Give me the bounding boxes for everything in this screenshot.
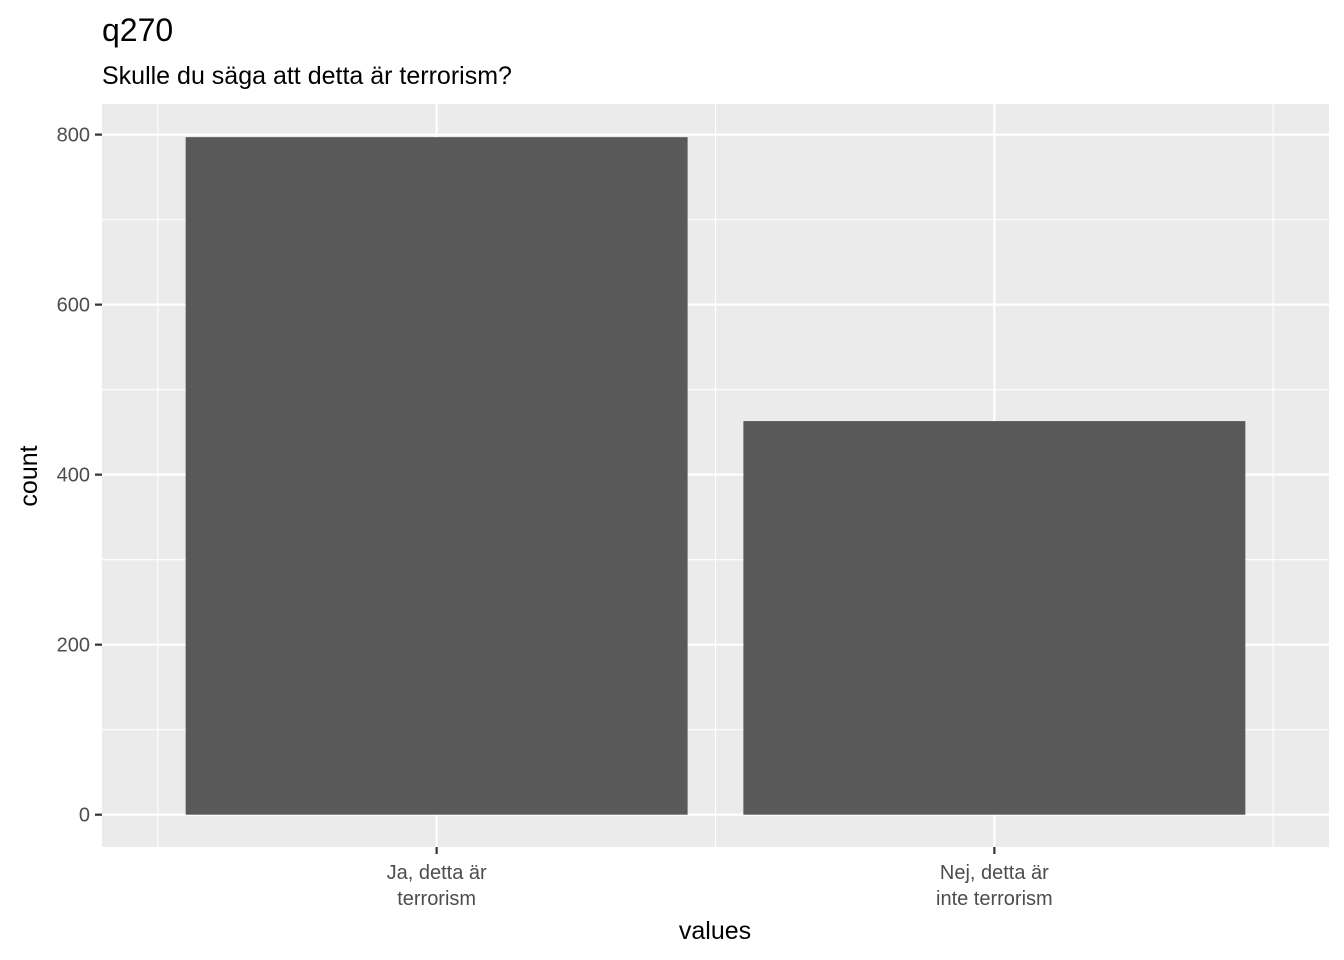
y-axis-title: count <box>15 445 43 506</box>
x-tick-label-line: inte terrorism <box>936 888 1053 910</box>
bar <box>743 421 1246 815</box>
y-tick-label: 600 <box>57 295 90 317</box>
x-tick-label: Nej, detta är inte terrorism <box>936 862 1053 910</box>
y-axis: 0 200 400 600 800 <box>57 125 102 827</box>
y-tick-label: 0 <box>79 805 90 827</box>
bars <box>185 137 1246 815</box>
x-tick-label-line: Ja, detta är <box>387 862 487 884</box>
y-tick-label: 400 <box>57 465 90 487</box>
bar <box>185 137 688 815</box>
x-tick-label-line: Nej, detta är <box>940 862 1049 884</box>
x-axis: Ja, detta är terrorism Nej, detta är inte t… <box>387 847 1053 910</box>
chart-subtitle: Skulle du säga att detta är terrorism? <box>102 62 512 90</box>
y-tick-label: 200 <box>57 635 90 657</box>
x-axis-title: values <box>679 917 751 945</box>
x-tick-label-line: terrorism <box>397 888 476 910</box>
chart-title: q270 <box>102 12 173 48</box>
x-tick-label: Ja, detta är terrorism <box>387 862 487 910</box>
y-tick-label: 800 <box>57 125 90 147</box>
